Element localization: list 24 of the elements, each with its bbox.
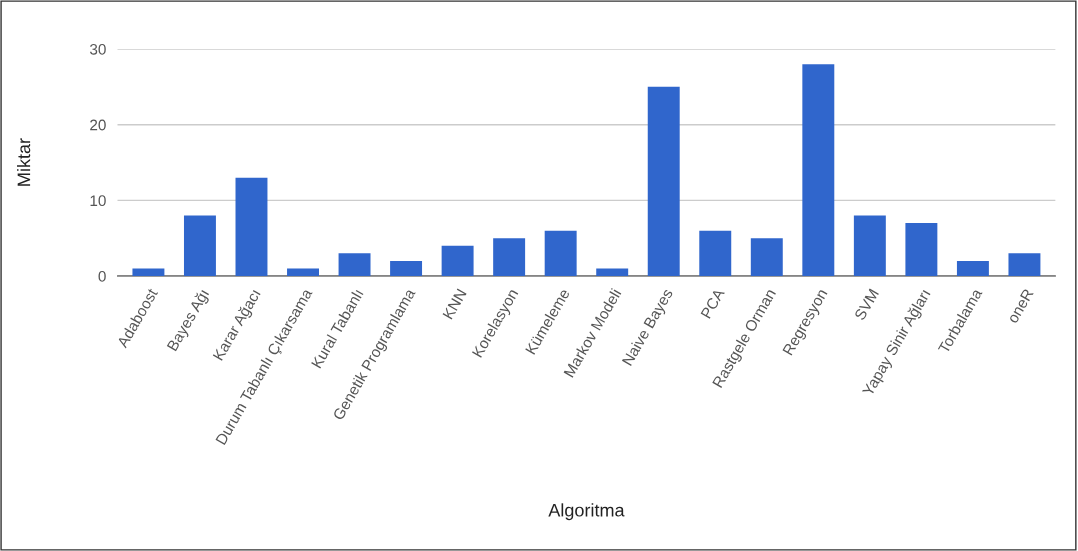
bar <box>699 230 732 277</box>
bar <box>493 238 526 277</box>
y-tick-label: 30 <box>89 43 106 55</box>
bar <box>544 230 577 277</box>
bar <box>1008 253 1041 277</box>
y-tick-label: 20 <box>90 119 106 131</box>
bar <box>235 177 268 277</box>
bar <box>905 223 938 277</box>
bar <box>750 238 783 277</box>
bar <box>390 260 423 277</box>
bar <box>956 260 989 277</box>
bar <box>338 253 371 277</box>
bar <box>647 86 680 277</box>
bar <box>802 64 835 277</box>
y-axis-title: Miktar <box>17 138 31 186</box>
bar <box>596 268 629 277</box>
y-tick-label: 10 <box>90 195 106 207</box>
bar <box>132 268 165 277</box>
bar <box>441 245 474 277</box>
y-tick-label: 0 <box>98 270 106 282</box>
bar <box>287 268 319 277</box>
bar <box>853 215 886 277</box>
bar <box>183 215 216 277</box>
x-axis-title: Algoritma <box>548 503 625 521</box>
